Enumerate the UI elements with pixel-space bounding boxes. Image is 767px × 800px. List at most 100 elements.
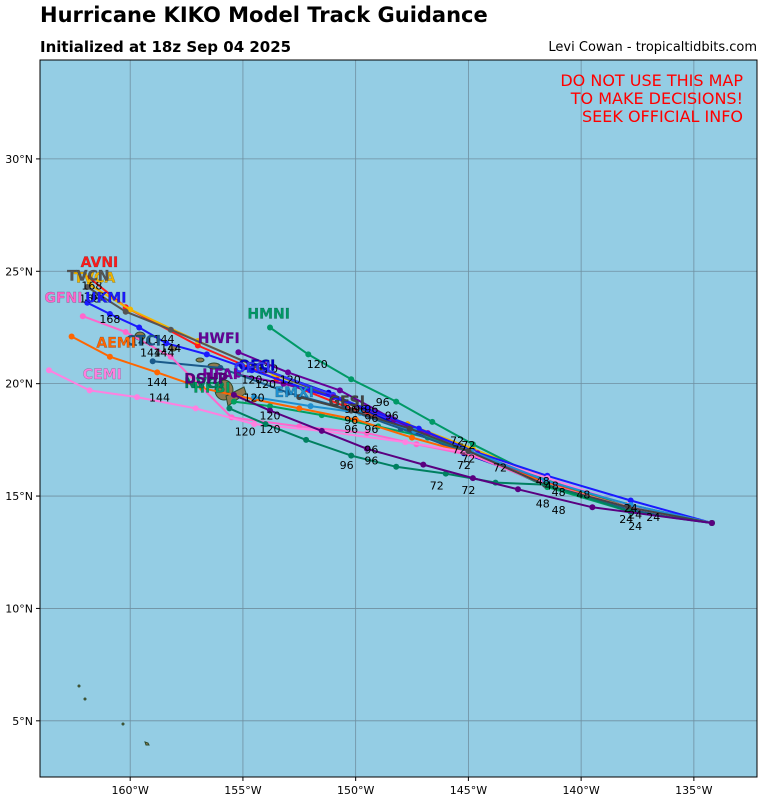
- track-point-ukmi: [136, 324, 143, 331]
- track-point-hwfi: [285, 369, 291, 376]
- track-point-hmni: [393, 398, 400, 405]
- track-point-hmni: [429, 418, 436, 425]
- model-label-hmni: HMNI: [247, 307, 290, 323]
- page-title: Hurricane KIKO Model Track Guidance: [40, 3, 488, 27]
- track-point-cemi: [134, 394, 140, 401]
- track-point-gfsi: [406, 425, 413, 432]
- track-point-nvgi: [262, 421, 269, 428]
- forecast-hour-label: 96: [344, 423, 358, 436]
- track-point-emxi: [307, 403, 314, 410]
- forecast-hour-label: 96: [340, 459, 354, 472]
- model-tracks: [46, 275, 715, 526]
- model-label-ofcl: OFCL: [234, 360, 275, 376]
- track-point-ukmi: [627, 497, 634, 504]
- track-point-hmni: [348, 376, 355, 383]
- track-point-cemi: [192, 405, 199, 412]
- track-point-avni: [86, 275, 93, 281]
- forecast-hour-label: 144: [160, 342, 181, 355]
- track-point-tvcn: [122, 308, 129, 315]
- track-point-ukmi: [248, 367, 255, 374]
- islet: [144, 741, 150, 746]
- track-point-hfbi: [230, 398, 237, 405]
- axis-ticks: 160°W 155°W 150°W 145°W 140°W 135°W 5°N 10°N 15°…: [5, 153, 712, 797]
- forecast-hour-label: 96: [364, 443, 378, 456]
- forecast-hour-label: 72: [450, 434, 464, 447]
- forecast-hour-label: 120: [280, 374, 301, 387]
- track-point-dshp: [708, 520, 715, 526]
- track-point-dshp: [267, 407, 273, 414]
- forecast-hour-label: 96: [364, 423, 378, 436]
- forecast-hour-label: 24: [628, 509, 642, 522]
- forecast-hour-label: 48: [552, 486, 566, 499]
- forecast-hour-label: 72: [430, 479, 444, 492]
- track-point-dshp: [230, 391, 237, 398]
- track-point-aemi: [296, 405, 303, 412]
- forecast-hour-label: 144: [131, 336, 152, 349]
- track-point-emxi: [251, 394, 258, 401]
- track-point-aemi: [154, 369, 161, 376]
- track-point-nvgi: [348, 452, 355, 459]
- ocean-background: [40, 60, 757, 777]
- track-point-ukmi: [163, 340, 170, 347]
- forecast-hour-label: 48: [545, 479, 559, 492]
- track-point-cemi: [86, 387, 93, 394]
- forecast-hour-label: 48: [536, 497, 550, 510]
- track-point-tvcn: [84, 284, 91, 290]
- track-point-gfsi: [625, 504, 632, 511]
- forecast-hour-label: 168: [99, 313, 120, 326]
- model-label-tvcn: TVCN: [67, 268, 109, 284]
- track-point-dshp: [420, 461, 427, 468]
- track-point-aemi: [409, 434, 415, 441]
- track-point-gfni: [122, 329, 129, 335]
- track-point-ukmi: [84, 299, 91, 306]
- track-point-hfbi: [267, 403, 273, 410]
- track-point-cemi: [251, 421, 258, 428]
- forecast-hour-label: 168: [84, 291, 105, 304]
- forecast-hour-label: 168: [81, 279, 102, 292]
- model-label-nvgi: NVGI: [184, 376, 223, 392]
- forecast-hour-label: 120: [307, 358, 328, 371]
- forecast-hour-label: 120: [255, 378, 276, 391]
- track-point-gfni: [79, 313, 86, 320]
- track-point-dshp: [318, 427, 325, 434]
- lat-tick-label: 15°N: [5, 490, 33, 503]
- forecast-hour-label: 96: [344, 414, 358, 427]
- track-point-dshp: [363, 445, 370, 452]
- track-point-hmni: [267, 324, 273, 331]
- track-point-nvgi: [303, 436, 310, 443]
- forecast-hour-label: 96: [364, 403, 378, 416]
- warning-line-2: TO MAKE DECISIONS!: [570, 89, 743, 108]
- model-label-hwfi: HWFI: [198, 331, 240, 347]
- track-point-tvca: [127, 306, 134, 313]
- forecast-hour-label: 72: [452, 443, 466, 456]
- lat-tick-label: 10°N: [5, 602, 33, 615]
- forecast-hour-label: 96: [385, 410, 399, 423]
- track-point-ctci: [285, 389, 291, 396]
- model-label-hfai: HFAI: [202, 367, 238, 383]
- model-label-cemi: CEMI: [83, 367, 122, 383]
- track-point-gfni: [167, 353, 174, 360]
- island-molokai: [195, 357, 205, 363]
- track-point-cemi: [402, 439, 409, 446]
- forecast-hour-label: 48: [576, 488, 590, 501]
- model-label-hfbi: HFBI: [193, 381, 230, 397]
- forecast-hour-label: 144: [154, 333, 175, 346]
- lat-tick-label: 5°N: [12, 715, 33, 728]
- lat-tick-label: 25°N: [5, 265, 33, 278]
- track-point-dshp: [515, 486, 521, 493]
- forecast-hour-label: 48: [552, 504, 566, 517]
- model-label-emxi: EMXI: [275, 385, 315, 401]
- track-point-ukmi: [307, 387, 314, 394]
- warning-line-1: DO NOT USE THIS MAP: [560, 71, 743, 90]
- islet: [77, 684, 81, 688]
- track-point-hmni: [469, 441, 476, 448]
- forecast-hour-label: 72: [461, 484, 475, 497]
- forecast-hour-label: 120: [244, 392, 265, 405]
- track-point-gfsi: [465, 448, 472, 455]
- lon-tick-label: 135°W: [675, 784, 712, 797]
- page-subtitle: Initialized at 18z Sep 04 2025: [40, 38, 292, 56]
- model-label-dshp: DSHP: [184, 372, 228, 388]
- track-point-ukmi: [415, 425, 422, 432]
- forecast-hour-label: 72: [461, 439, 475, 452]
- track-point-gfsi: [296, 394, 303, 401]
